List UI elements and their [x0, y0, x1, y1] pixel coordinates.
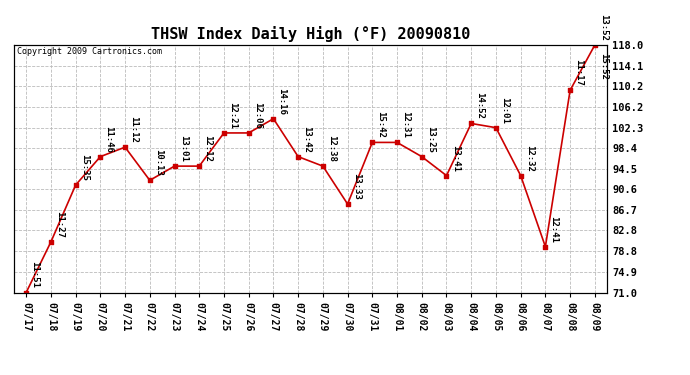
Text: 12:32: 12:32	[525, 144, 534, 171]
Point	[70, 182, 81, 188]
Point	[46, 239, 57, 245]
Text: 12:21: 12:21	[228, 102, 237, 129]
Text: 15:42: 15:42	[377, 111, 386, 138]
Text: 12:01: 12:01	[500, 97, 509, 123]
Text: 13:33: 13:33	[352, 173, 361, 200]
Point	[441, 172, 452, 178]
Point	[367, 140, 378, 146]
Text: 12:31: 12:31	[401, 111, 410, 138]
Text: 12:41: 12:41	[549, 216, 558, 243]
Point	[144, 177, 155, 183]
Text: 12:06: 12:06	[253, 102, 262, 129]
Title: THSW Index Daily High (°F) 20090810: THSW Index Daily High (°F) 20090810	[151, 27, 470, 42]
Text: 13:01: 13:01	[179, 135, 188, 162]
Text: 15:35: 15:35	[80, 154, 89, 181]
Text: 10:13: 10:13	[154, 149, 163, 176]
Point	[219, 130, 230, 136]
Point	[491, 124, 502, 130]
Text: 13:41: 13:41	[451, 144, 460, 171]
Text: 11:27: 11:27	[55, 211, 64, 238]
Point	[268, 116, 279, 122]
Point	[194, 163, 205, 169]
Point	[416, 154, 427, 160]
Point	[317, 163, 328, 169]
Point	[540, 244, 551, 250]
Point	[466, 120, 477, 126]
Text: 11:51: 11:51	[30, 261, 39, 288]
Point	[119, 144, 130, 150]
Point	[95, 154, 106, 160]
Text: 13:25: 13:25	[426, 126, 435, 153]
Point	[342, 201, 353, 207]
Point	[293, 154, 304, 160]
Point	[515, 172, 526, 178]
Text: 15:52: 15:52	[599, 53, 608, 80]
Text: 12:12: 12:12	[204, 135, 213, 162]
Text: Copyright 2009 Cartronics.com: Copyright 2009 Cartronics.com	[17, 48, 161, 57]
Text: 13:42: 13:42	[302, 126, 311, 153]
Point	[21, 290, 32, 296]
Text: 14:52: 14:52	[475, 92, 484, 119]
Text: 14:16: 14:16	[277, 88, 286, 114]
Text: 12:38: 12:38	[327, 135, 336, 162]
Text: 11:12: 11:12	[129, 116, 138, 143]
Text: 11:46: 11:46	[104, 126, 113, 153]
Point	[589, 42, 600, 48]
Point	[169, 163, 180, 169]
Point	[564, 87, 575, 93]
Point	[243, 130, 254, 136]
Text: 11:17: 11:17	[574, 59, 583, 86]
Point	[391, 140, 402, 146]
Text: 13:52: 13:52	[599, 14, 608, 41]
